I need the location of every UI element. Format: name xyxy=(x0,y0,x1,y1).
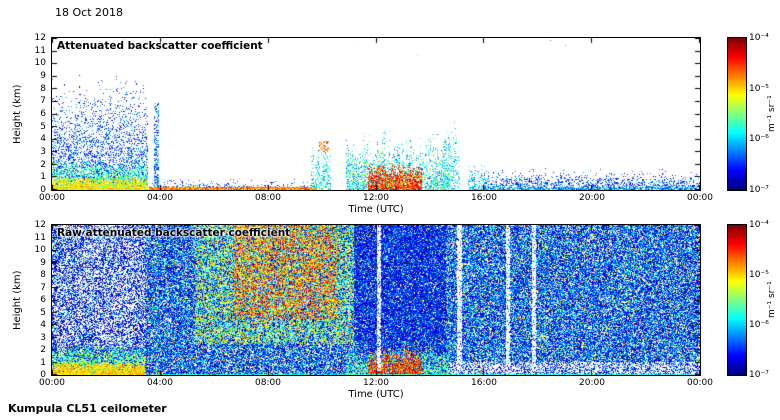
y-tick-label: 8 xyxy=(40,83,46,94)
y-tick-label: 11 xyxy=(34,232,46,243)
y-tick-label: 6 xyxy=(40,109,46,119)
x-tick-label: 16:00 xyxy=(471,378,497,388)
raw-colorbar xyxy=(727,224,747,376)
y-tick-label: 3 xyxy=(40,332,46,343)
raw-title: Raw attenuated backscatter coefficient xyxy=(57,227,291,239)
y-tick-label: 5 xyxy=(40,307,46,318)
y-tick-label: 0 xyxy=(40,185,46,195)
x-tick-label: 12:00 xyxy=(363,193,389,203)
y-tick-label: 2 xyxy=(40,345,46,355)
colorbar-tick-label: 10⁻⁷ xyxy=(749,185,769,195)
y-tick-label: 4 xyxy=(40,320,46,330)
attenuated-heatmap xyxy=(52,38,700,190)
y-tick-label: 12 xyxy=(34,33,46,43)
attenuated-title: Attenuated backscatter coefficient xyxy=(57,40,263,52)
y-tick-label: 9 xyxy=(40,257,46,268)
colorbar-tick-label: 10⁻⁴ xyxy=(749,33,769,43)
y-tick-label: 7 xyxy=(40,282,46,293)
colorbar-tick-label: 10⁻⁷ xyxy=(749,370,769,380)
station-label: Kumpula CL51 ceilometer xyxy=(8,402,167,415)
raw-heatmap xyxy=(52,225,700,375)
y-tick-label: 5 xyxy=(40,121,46,132)
x-tick-label: 08:00 xyxy=(255,378,281,388)
raw-axes: Raw attenuated backscatter coefficient xyxy=(51,224,701,376)
raw-x-axis-label: Time (UTC) xyxy=(348,389,404,400)
x-tick-label: 04:00 xyxy=(147,193,173,203)
x-tick-label: 12:00 xyxy=(363,378,389,388)
colorbar-tick-label: 10⁻⁴ xyxy=(749,220,769,230)
y-tick-label: 2 xyxy=(40,159,46,170)
y-tick-label: 4 xyxy=(40,134,46,145)
colorbar-tick-label: 10⁻⁶ xyxy=(749,320,769,330)
y-tick-label: 6 xyxy=(40,295,46,305)
attenuated-colorbar-gradient xyxy=(728,38,746,190)
x-tick-label: 00:00 xyxy=(39,193,65,203)
raw-colorbar-gradient xyxy=(728,225,746,375)
y-tick-label: 7 xyxy=(40,96,46,107)
x-tick-label: 04:00 xyxy=(147,378,173,388)
colorbar-tick-label: 10⁻⁵ xyxy=(749,270,769,280)
attenuated-colorbar xyxy=(727,37,747,191)
y-tick-label: 10 xyxy=(34,58,46,69)
x-tick-label: 08:00 xyxy=(255,193,281,203)
x-tick-label: 00:00 xyxy=(687,378,713,388)
y-tick-label: 8 xyxy=(40,270,46,280)
x-tick-label: 16:00 xyxy=(471,193,497,203)
x-tick-label: 00:00 xyxy=(687,193,713,203)
y-tick-label: 1 xyxy=(40,357,46,368)
y-tick-label: 10 xyxy=(34,245,46,255)
x-tick-label: 00:00 xyxy=(39,378,65,388)
date-label: 18 Oct 2018 xyxy=(55,6,124,19)
y-tick-label: 12 xyxy=(34,220,46,230)
y-tick-label: 11 xyxy=(34,45,46,56)
attenuated-x-axis-label: Time (UTC) xyxy=(348,204,404,215)
attenuated-colorbar-unit-label: m⁻¹ sr⁻¹ xyxy=(767,95,777,133)
x-tick-label: 20:00 xyxy=(579,378,605,388)
raw-colorbar-unit-label: m⁻¹ sr⁻¹ xyxy=(767,281,777,319)
colorbar-tick-label: 10⁻⁶ xyxy=(749,134,769,145)
y-tick-label: 3 xyxy=(40,147,46,157)
y-tick-label: 0 xyxy=(40,370,46,380)
colorbar-tick-label: 10⁻⁵ xyxy=(749,83,769,94)
y-tick-label: 9 xyxy=(40,71,46,81)
y-tick-label: 1 xyxy=(40,172,46,183)
attenuated-axes: Attenuated backscatter coefficient xyxy=(51,37,701,191)
x-tick-label: 20:00 xyxy=(579,193,605,203)
